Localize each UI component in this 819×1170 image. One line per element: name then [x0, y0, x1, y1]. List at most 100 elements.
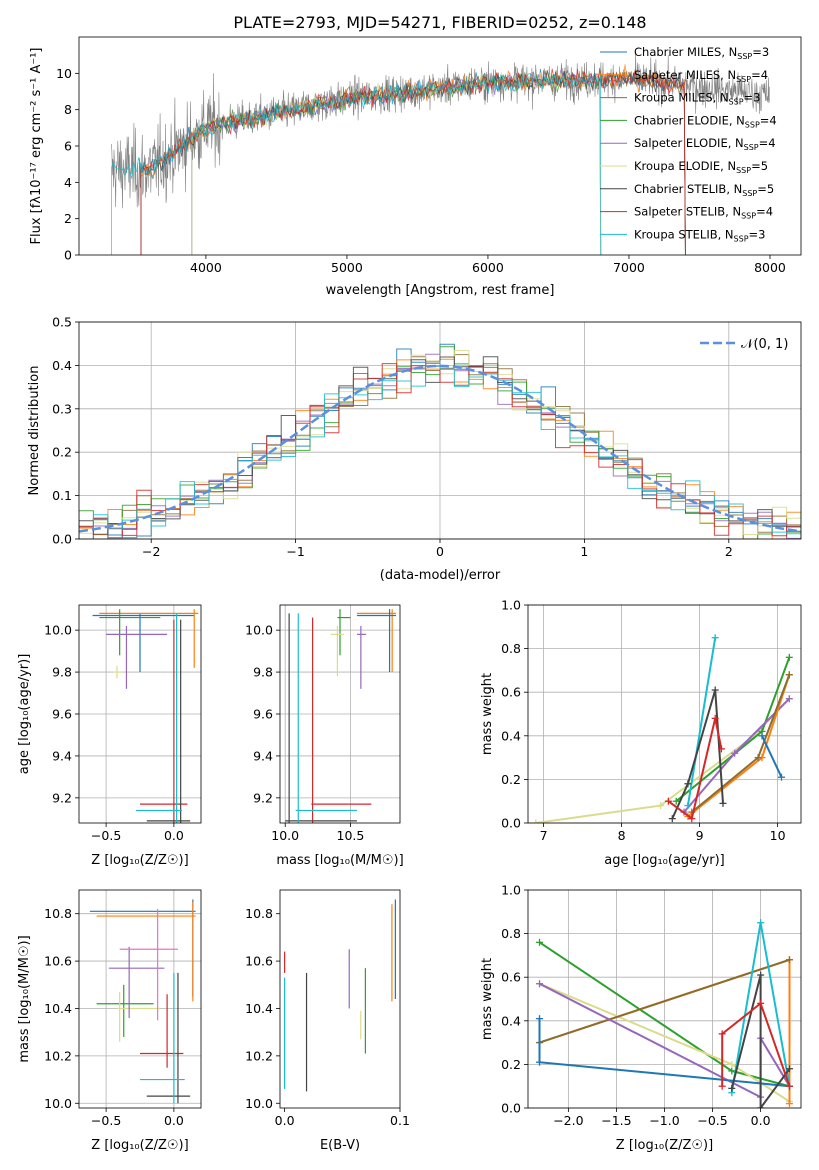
y-axis-label: age [log₁₀(age/yr)]	[17, 654, 32, 775]
weight-line	[730, 974, 791, 1108]
figure-title: PLATE=2793, MJD=54271, FIBERID=0252, z=0…	[233, 13, 646, 32]
x-axis-label: age [log₁₀(age/yr)]	[604, 853, 725, 868]
y-tick-label: 10.6	[245, 954, 273, 969]
legend-entry: 𝒩(0, 1)	[741, 337, 788, 352]
legend-entry: Kroupa ELODIE, NSSP=5	[634, 159, 768, 175]
x-tick-label: 0	[436, 544, 444, 559]
Z-mass-panel: −0.5 0.0 10.0 10.2 10.4 10.6 10.8 Z [log₁₀(Z/Z☉…	[17, 889, 202, 1153]
spectrum-plot-area	[111, 53, 770, 255]
weight-line	[667, 718, 723, 821]
legend-entry: Salpeter ELODIE, NSSP=4	[634, 136, 776, 152]
legend-entry: Chabrier MILES, NSSP=3	[634, 45, 769, 61]
x-tick-label: −2.0	[553, 1113, 583, 1128]
x-tick-label: 0.0	[164, 828, 184, 843]
y-tick-label: 9.6	[253, 707, 273, 722]
x-tick-label: −0.5	[91, 828, 121, 843]
y-tick-label: 0.2	[501, 772, 521, 787]
y-tick-label: 0.6	[501, 685, 521, 700]
residuals-plot-area	[79, 343, 801, 539]
residuals-panel: −2 −1 0 1 2 0.0 0.1 0.2 0.3 0.4 0.5 (data-model)/er…	[27, 315, 802, 583]
x-tick-label: −1	[286, 544, 304, 559]
x-tick-label: 7	[540, 828, 548, 843]
x-axis-label: E(B-V)	[320, 1138, 360, 1153]
y-tick-label: 0.0	[501, 816, 521, 831]
Z-age-plot-area	[92, 609, 199, 823]
y-tick-label: 9.2	[253, 790, 273, 805]
axes-frame	[78, 604, 202, 824]
y-axis-label: mass [log₁₀(M/M☉)]	[17, 935, 32, 1062]
x-tick-label: −1.0	[649, 1113, 679, 1128]
y-tick-label: 8	[64, 102, 72, 117]
y-tick-label: 6	[64, 139, 72, 154]
y-tick-label: 0.0	[501, 1101, 521, 1116]
x-tick-label: 10	[770, 828, 786, 843]
y-tick-label: 10.0	[44, 1096, 72, 1111]
y-tick-label: 9.4	[52, 748, 72, 763]
x-tick-label: 1	[580, 544, 588, 559]
y-tick-label: 0.2	[501, 1057, 521, 1072]
x-tick-label: 0.0	[275, 1113, 295, 1128]
legend-entry: Kroupa STELIB, NSSP=3	[634, 227, 765, 243]
y-tick-label: 1.0	[501, 883, 521, 898]
x-tick-label: 9	[696, 828, 704, 843]
x-tick-label: 0.0	[751, 1113, 771, 1128]
y-axis-label: mass weight	[480, 958, 495, 1040]
axes-frame	[279, 604, 401, 824]
x-axis-label: Z [log₁₀(Z/Z☉)]	[91, 1138, 188, 1153]
y-axis-label: mass weight	[480, 673, 495, 755]
x-tick-label: 10.5	[337, 828, 365, 843]
spectrum-model-line	[191, 73, 602, 255]
spectrum-model-line	[111, 73, 602, 255]
y-tick-label: 10.4	[245, 1001, 273, 1016]
weight-line	[535, 698, 791, 823]
y-tick-label: 0.4	[52, 358, 72, 373]
y-tick-label: 10.2	[44, 1048, 72, 1063]
legend-entry: Salpeter MILES, NSSP=4	[634, 68, 768, 84]
EBV-mass-plot-area	[284, 899, 396, 1092]
y-tick-label: 0	[64, 248, 72, 263]
axes-frame	[527, 604, 802, 824]
Z-age-panel: −0.5 0.0 9.2 9.4 9.6 9.8 10.0 Z [log₁₀(Z/Z☉)] ag…	[17, 604, 202, 868]
y-tick-label: 0.6	[501, 970, 521, 985]
y-tick-label: 0.3	[52, 401, 72, 416]
y-tick-label: 4	[64, 175, 72, 190]
y-tick-label: 0.8	[501, 641, 521, 656]
y-tick-label: 10.4	[44, 1001, 72, 1016]
y-tick-label: 0.4	[501, 728, 521, 743]
x-axis-label: Z [log₁₀(Z/Z☉)]	[91, 853, 188, 868]
legend-entry: Chabrier STELIB, NSSP=5	[634, 182, 774, 198]
y-tick-label: 10.0	[44, 623, 72, 638]
axes-frame	[78, 321, 802, 540]
EBV-mass-panel: 0.0 0.1 10.0 10.2 10.4 10.6 10.8 E(B-V)	[245, 889, 410, 1153]
x-tick-label: −1.5	[601, 1113, 631, 1128]
y-tick-label: 0.5	[52, 315, 72, 330]
y-tick-label: 10.0	[245, 1096, 273, 1111]
y-tick-label: 9.8	[52, 665, 72, 680]
x-tick-label: 7000	[613, 260, 645, 275]
y-tick-label: 9.2	[52, 790, 72, 805]
mass-age-panel: 10.0 10.5 9.2 9.4 9.6 9.8 10.0 mass [log₁₀(M/M☉…	[245, 604, 404, 868]
x-tick-label: −0.5	[91, 1113, 121, 1128]
x-axis-label: wavelength [Angstrom, rest frame]	[326, 283, 555, 298]
y-tick-label: 10.2	[245, 1048, 273, 1063]
x-tick-label: 0.0	[164, 1113, 184, 1128]
normal-curve	[79, 364, 801, 533]
y-tick-label: 0.1	[52, 488, 72, 503]
y-tick-label: 1.0	[501, 598, 521, 613]
y-tick-label: 10	[56, 66, 72, 81]
residual-histogram	[79, 356, 801, 539]
y-tick-label: 10.0	[245, 623, 273, 638]
y-tick-label: 0.2	[52, 445, 72, 460]
axes-frame	[78, 36, 802, 256]
x-tick-label: 4000	[190, 260, 222, 275]
x-tick-label: 8	[618, 828, 626, 843]
x-tick-label: 6000	[472, 260, 504, 275]
y-tick-label: 10.8	[245, 906, 273, 921]
y-tick-label: 10.6	[44, 954, 72, 969]
y-tick-label: 9.4	[253, 748, 273, 763]
y-tick-label: 9.6	[52, 707, 72, 722]
y-tick-label: 0.0	[52, 532, 72, 547]
x-tick-label: 8000	[754, 260, 786, 275]
legend-entry: Salpeter STELIB, NSSP=4	[634, 205, 773, 221]
